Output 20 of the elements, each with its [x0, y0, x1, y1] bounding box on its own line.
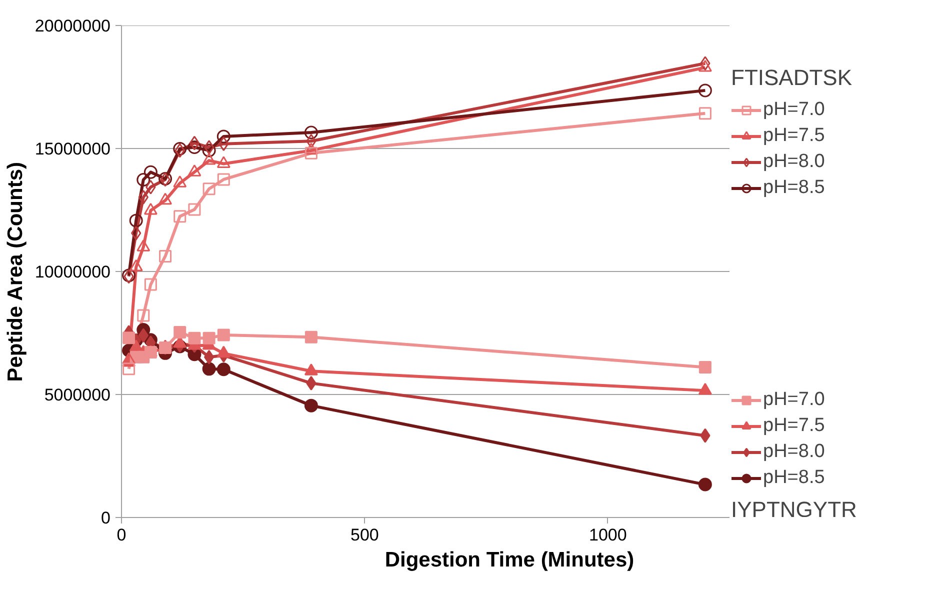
legend-label: pH=7.0	[763, 389, 825, 411]
text: FTISADTSK	[731, 65, 852, 91]
y-tick-label: 0	[101, 508, 111, 528]
y-tick-label: 5000000	[44, 386, 111, 404]
text: IYPTNGYTR	[731, 497, 857, 519]
x-axis-title: Digestion Time (Minutes)	[384, 548, 634, 572]
y-axis-title: Peptide Area (Counts)	[4, 162, 27, 382]
legend-label: pH=7.5	[763, 125, 825, 147]
legend-label: pH=7.0	[763, 99, 825, 121]
legend-label: pH=8.0	[763, 441, 825, 463]
x-tick-label: 500	[350, 526, 379, 544]
legend-label: pH=7.5	[763, 415, 825, 437]
legend-label: pH=8.0	[763, 151, 825, 173]
y-tick-label: 20000000	[34, 16, 111, 36]
y-tick-label: 10000000	[34, 262, 111, 282]
legend-label: pH=8.5	[763, 177, 825, 199]
x-tick-label: 1000	[588, 526, 627, 544]
y-tick-label: 15000000	[34, 140, 111, 158]
legend-label: pH=8.5	[763, 467, 825, 489]
x-tick-label: 0	[116, 526, 126, 544]
